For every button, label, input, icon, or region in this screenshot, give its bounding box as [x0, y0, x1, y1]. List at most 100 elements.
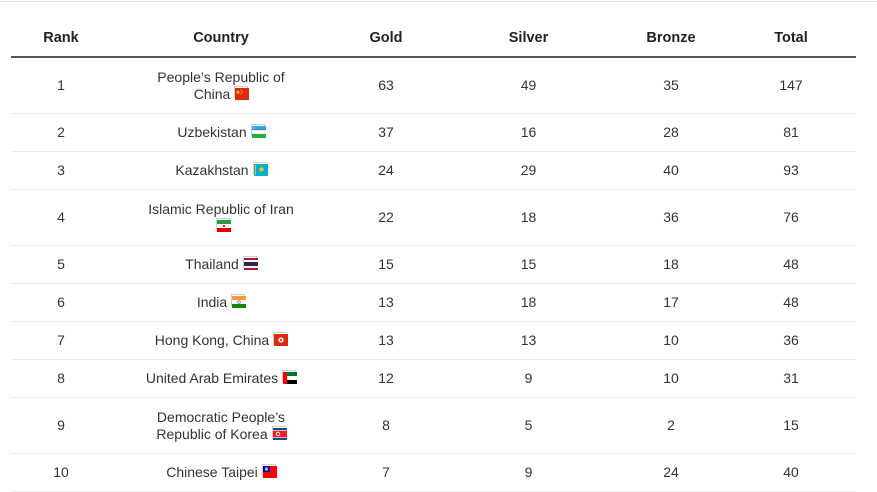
bronze-cell: 24 — [616, 453, 726, 492]
country-cell: Hong Kong, China — [111, 321, 331, 360]
country-name-line1: People’s Republic of — [157, 68, 285, 85]
rank-cell: 3 — [11, 151, 111, 190]
gold-cell: 8 — [331, 397, 441, 454]
table-row: 9 Democratic People’s Republic of Korea 8 5 2… — [11, 397, 856, 454]
header-rank[interactable]: Rank — [11, 19, 111, 58]
total-cell: 15 — [726, 397, 856, 454]
gold-cell: 37 — [331, 113, 441, 152]
table-row: 4 Islamic Republic of Iran 22 18 36 76 — [11, 189, 856, 246]
silver-cell: 15 — [441, 245, 616, 284]
bronze-cell: 17 — [616, 283, 726, 322]
country-cell: Chinese Taipei — [111, 453, 331, 492]
gold-cell: 7 — [331, 453, 441, 492]
rank-cell: 5 — [11, 245, 111, 284]
country-name: Hong Kong, China — [154, 332, 270, 348]
silver-cell: 9 — [441, 359, 616, 398]
silver-cell: 49 — [441, 57, 616, 114]
country-name: Thailand — [185, 256, 239, 272]
uzbekistan-flag-icon — [250, 124, 266, 138]
bronze-cell: 10 — [616, 321, 726, 360]
country-cell: Uzbekistan — [111, 113, 331, 152]
country-name-line2: China — [193, 85, 231, 102]
india-flag-icon — [231, 294, 247, 308]
chinese-taipei-flag-icon — [261, 464, 277, 478]
country-name-line1: Democratic People’s — [156, 408, 286, 425]
bronze-cell: 40 — [616, 151, 726, 190]
silver-cell: 29 — [441, 151, 616, 190]
table-row: 2 Uzbekistan 37 16 28 81 — [11, 113, 856, 152]
silver-cell: 18 — [441, 189, 616, 246]
country-cell: Islamic Republic of Iran — [111, 189, 331, 246]
rank-cell: 8 — [11, 359, 111, 398]
gold-cell: 13 — [331, 283, 441, 322]
table-row: 8 United Arab Emirates 12 9 10 31 — [11, 359, 856, 398]
total-cell: 48 — [726, 283, 856, 322]
total-cell: 31 — [726, 359, 856, 398]
country-name-line2: Republic of Korea — [156, 425, 268, 442]
silver-cell: 18 — [441, 283, 616, 322]
uae-flag-icon — [282, 370, 298, 384]
gold-cell: 63 — [331, 57, 441, 114]
total-cell: 48 — [726, 245, 856, 284]
country-name: Islamic Republic of Iran — [148, 200, 294, 217]
bronze-cell: 10 — [616, 359, 726, 398]
top-divider — [0, 1, 877, 2]
rank-cell: 1 — [11, 57, 111, 114]
header-gold[interactable]: Gold — [331, 19, 441, 58]
north-korea-flag-icon — [271, 425, 287, 440]
table-row: 5 Thailand 15 15 18 48 — [11, 245, 856, 284]
country-cell: India — [111, 283, 331, 322]
header-country[interactable]: Country — [111, 19, 331, 58]
table-row: 7 Hong Kong, China 13 13 10 36 — [11, 321, 856, 360]
iran-flag-icon — [216, 217, 231, 232]
country-name: India — [196, 294, 228, 310]
header-bronze[interactable]: Bronze — [616, 19, 726, 58]
bronze-cell: 2 — [616, 397, 726, 454]
silver-cell: 16 — [441, 113, 616, 152]
rank-cell: 7 — [11, 321, 111, 360]
china-flag-icon — [234, 85, 250, 100]
gold-cell: 15 — [331, 245, 441, 284]
hong-kong-flag-icon — [273, 332, 289, 346]
gold-cell: 12 — [331, 359, 441, 398]
country-name: United Arab Emirates — [145, 370, 279, 386]
country-name: Chinese Taipei — [166, 464, 258, 480]
country-cell: Democratic People’s Republic of Korea — [111, 397, 331, 454]
rank-cell: 10 — [11, 453, 111, 492]
silver-cell: 5 — [441, 397, 616, 454]
country-cell: Kazakhstan — [111, 151, 331, 190]
total-cell: 36 — [726, 321, 856, 360]
table-row: 3 Kazakhstan 24 29 40 93 — [11, 151, 856, 190]
table-row: 10 Chinese Taipei 7 9 24 40 — [11, 453, 856, 492]
country-name: Uzbekistan — [177, 124, 247, 140]
gold-cell: 24 — [331, 151, 441, 190]
total-cell: 76 — [726, 189, 856, 246]
rank-cell: 9 — [11, 397, 111, 454]
thailand-flag-icon — [242, 256, 258, 270]
country-cell: United Arab Emirates — [111, 359, 331, 398]
country-cell: Thailand — [111, 245, 331, 284]
silver-cell: 13 — [441, 321, 616, 360]
silver-cell: 9 — [441, 453, 616, 492]
rank-cell: 6 — [11, 283, 111, 322]
country-name: Kazakhstan — [175, 162, 249, 178]
table-header-row: Rank Country Gold Silver Bronze Total — [11, 19, 856, 58]
total-cell: 40 — [726, 453, 856, 492]
gold-cell: 13 — [331, 321, 441, 360]
header-total[interactable]: Total — [726, 19, 856, 58]
rank-cell: 2 — [11, 113, 111, 152]
gold-cell: 22 — [331, 189, 441, 246]
bronze-cell: 35 — [616, 57, 726, 114]
bronze-cell: 36 — [616, 189, 726, 246]
bronze-cell: 18 — [616, 245, 726, 284]
table-row: 6 India 13 18 17 48 — [11, 283, 856, 322]
total-cell: 93 — [726, 151, 856, 190]
kazakhstan-flag-icon — [252, 162, 268, 176]
total-cell: 81 — [726, 113, 856, 152]
rank-cell: 4 — [11, 189, 111, 246]
header-silver[interactable]: Silver — [441, 19, 616, 58]
country-cell: People’s Republic of China — [111, 57, 331, 114]
bronze-cell: 28 — [616, 113, 726, 152]
table-row: 1 People’s Republic of China 63 49 35 147 — [11, 57, 856, 114]
